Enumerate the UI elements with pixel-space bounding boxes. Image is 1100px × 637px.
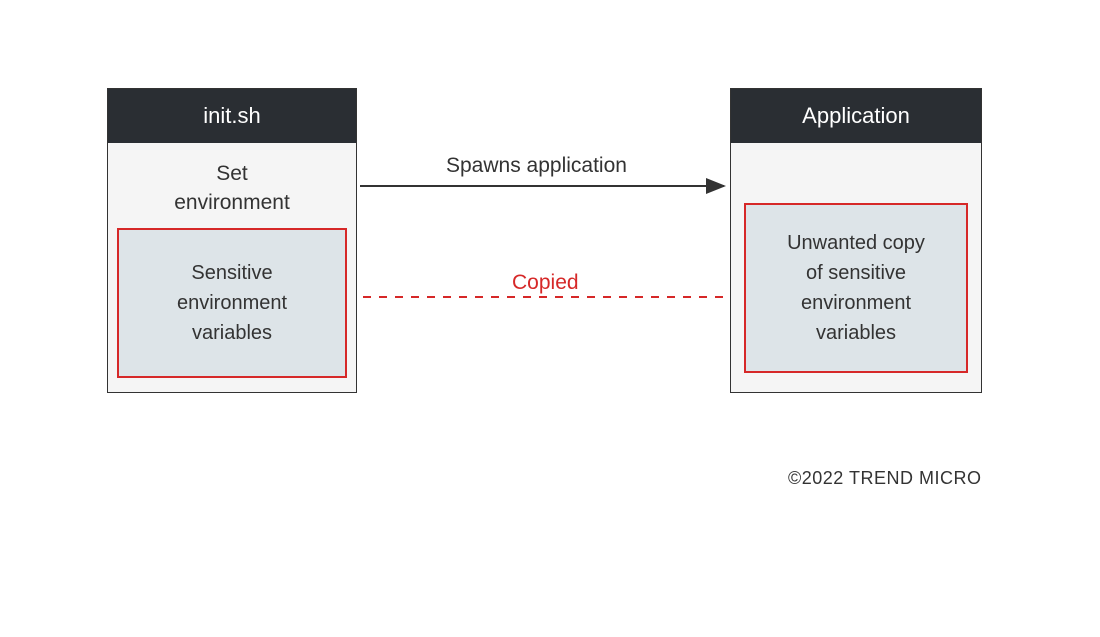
application-box-header: Application [731, 89, 981, 143]
sensitive-line2: environment [177, 288, 287, 318]
set-env-line2: environment [174, 191, 290, 214]
copied-label: Copied [508, 271, 583, 295]
unwanted-line1: Unwanted copy [787, 228, 925, 258]
unwanted-line3: environment [801, 288, 911, 318]
sensitive-env-vars-box: Sensitive environment variables [117, 228, 347, 378]
set-env-line1: Set [216, 162, 248, 185]
diagram-canvas: init.sh Set environment Sensitive enviro… [0, 0, 1100, 637]
sensitive-line1: Sensitive [191, 258, 272, 288]
unwanted-copy-box: Unwanted copy of sensitive environment v… [744, 203, 968, 373]
spawns-label: Spawns application [446, 154, 627, 178]
sensitive-line3: variables [192, 318, 272, 348]
unwanted-line4: variables [816, 318, 896, 348]
copyright-text: ©2022 TREND MICRO [788, 468, 981, 489]
unwanted-line2: of sensitive [806, 258, 906, 288]
set-environment-text: Set environment [118, 155, 346, 228]
init-box-header: init.sh [108, 89, 356, 143]
